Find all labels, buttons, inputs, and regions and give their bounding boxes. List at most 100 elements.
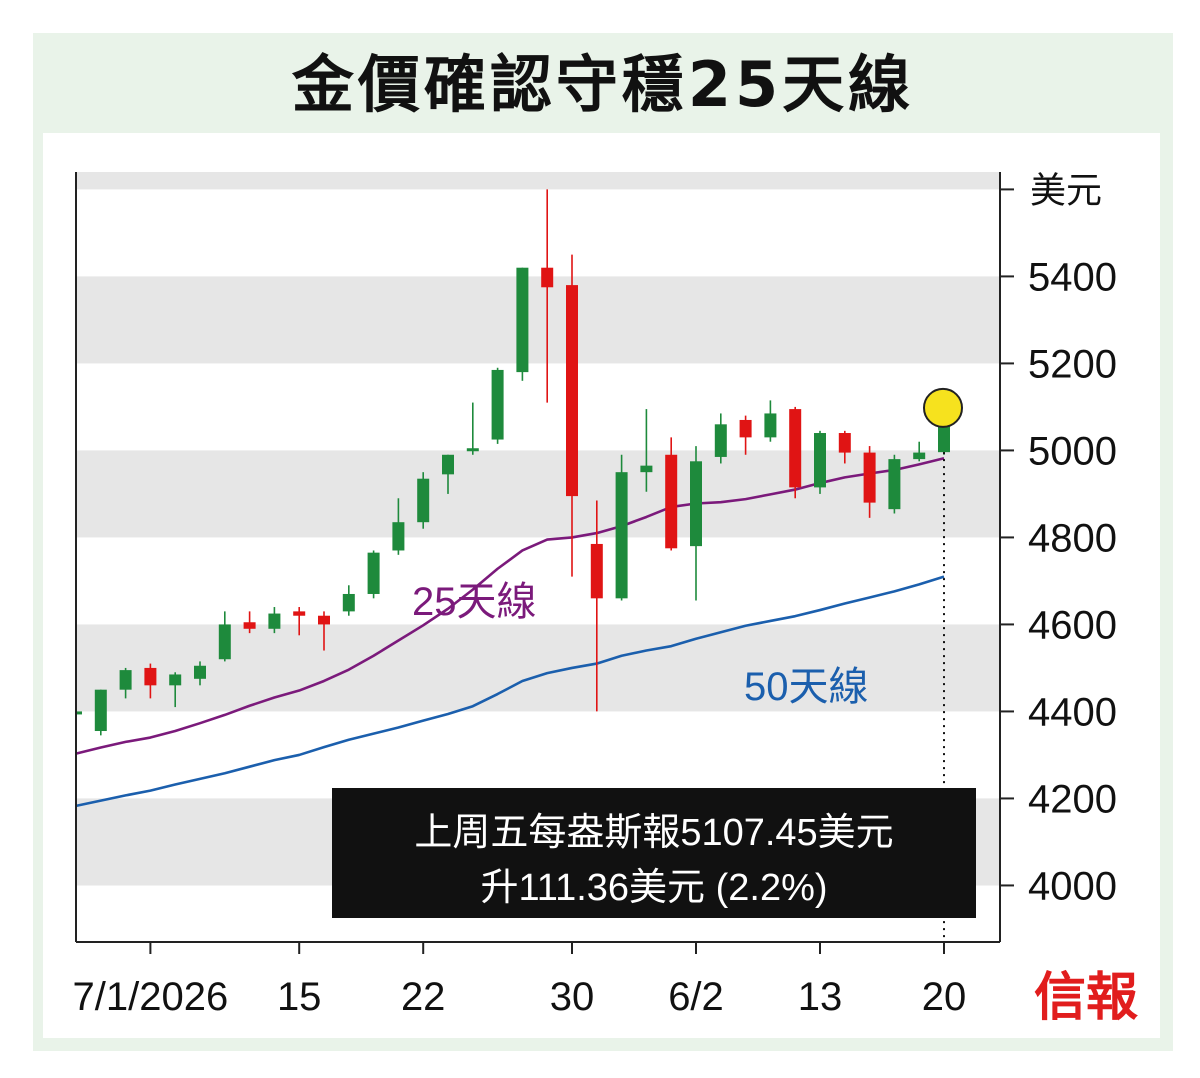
x-tick-label: 30: [550, 975, 595, 1019]
candle-body: [690, 461, 702, 547]
y-tick-label: 5400: [1028, 255, 1117, 299]
candle: [442, 454, 454, 494]
candle: [94, 689, 107, 736]
ma25-label: 25天線: [412, 580, 537, 624]
candle-body: [194, 665, 206, 679]
candle: [789, 406, 802, 499]
grid-band: [76, 450, 1000, 538]
candle-body: [615, 472, 628, 599]
candle: [342, 585, 355, 616]
candle-body: [392, 522, 405, 551]
candle-body: [417, 478, 430, 523]
candle: [863, 446, 876, 518]
candle-body: [144, 667, 157, 686]
chart-title: 金價確認守穩25天線: [291, 48, 915, 121]
candle-body: [590, 543, 603, 599]
candle: [293, 607, 306, 636]
candle: [318, 611, 330, 651]
candle: [218, 611, 231, 662]
y-axis-unit: 美元: [1030, 170, 1102, 211]
y-tick-label: 4800: [1028, 516, 1117, 560]
info-line-2: 升111.36美元 (2.2%): [480, 867, 827, 909]
candle-body: [442, 454, 454, 475]
x-tick-label: 6/2: [668, 975, 724, 1019]
candle-body: [764, 413, 777, 438]
candle: [665, 437, 678, 551]
y-tick-label: 4000: [1028, 864, 1117, 908]
y-tick-label: 4200: [1028, 777, 1117, 821]
y-tick-label: 4600: [1028, 603, 1117, 647]
candle: [516, 267, 529, 381]
candle: [590, 500, 603, 712]
candle: [417, 472, 430, 529]
candle-body: [94, 689, 107, 732]
y-tick-label: 4400: [1028, 690, 1117, 734]
background-bands: [76, 172, 1000, 886]
x-tick-label: 13: [798, 975, 843, 1019]
candle-body: [169, 674, 182, 686]
candle-body: [466, 448, 479, 452]
ma-line-25: [75, 456, 945, 755]
candle-body: [838, 433, 851, 453]
x-tick-label: 15: [277, 975, 322, 1019]
candle: [888, 454, 901, 514]
axes: 美元 4000 4200 4400 4600 4800 5000 5200 5400 7/1/20…: [73, 170, 1117, 1019]
grid-band: [76, 172, 1000, 190]
candle: [194, 661, 206, 686]
candle: [640, 409, 653, 492]
info-box-background: [332, 788, 976, 918]
candlesticks: [75, 189, 950, 736]
candle-body: [814, 433, 826, 488]
candle-body: [318, 615, 330, 625]
x-tick-label: 22: [401, 975, 446, 1019]
candle: [615, 454, 628, 601]
candle: [913, 441, 926, 462]
candle-body: [789, 409, 802, 488]
candle: [392, 498, 405, 555]
candle-body: [218, 624, 231, 660]
candle-body: [119, 670, 132, 690]
candle: [764, 400, 777, 442]
candle-body: [491, 369, 504, 440]
candle-body: [367, 552, 380, 594]
candle-body: [888, 459, 901, 510]
candle: [243, 611, 256, 634]
candle: [367, 550, 380, 599]
candle-body: [566, 285, 578, 497]
x-tick-label: 7/1/2026: [73, 975, 229, 1019]
candle: [739, 415, 752, 455]
ma50-label: 50天線: [744, 665, 869, 709]
candle: [466, 402, 479, 455]
y-tick-label: 5200: [1028, 342, 1117, 386]
candle-body: [76, 711, 82, 715]
candle: [838, 430, 851, 464]
publisher-logo: 信報: [1034, 967, 1138, 1028]
candle: [169, 672, 182, 708]
ma-line-50: [75, 575, 945, 808]
grid-band: [76, 276, 1000, 364]
candle-body: [863, 452, 876, 503]
candle: [566, 254, 578, 577]
candle: [714, 413, 727, 464]
candle-body: [541, 267, 554, 288]
candle: [690, 446, 702, 601]
candle: [268, 607, 281, 634]
candle-body: [516, 267, 529, 373]
candle-body: [293, 611, 306, 616]
candle: [119, 667, 132, 699]
candle-body: [640, 465, 653, 473]
candle-body: [243, 622, 256, 629]
candle: [491, 367, 504, 444]
candle-body: [665, 454, 678, 549]
candle: [814, 430, 826, 494]
moving-average-lines: [75, 456, 945, 808]
candle-body: [739, 419, 752, 438]
candle: [144, 663, 157, 699]
x-tick-label: 20: [922, 975, 967, 1019]
y-tick-label: 5000: [1028, 429, 1117, 473]
candle-body: [342, 593, 355, 612]
candle-body: [268, 613, 281, 629]
